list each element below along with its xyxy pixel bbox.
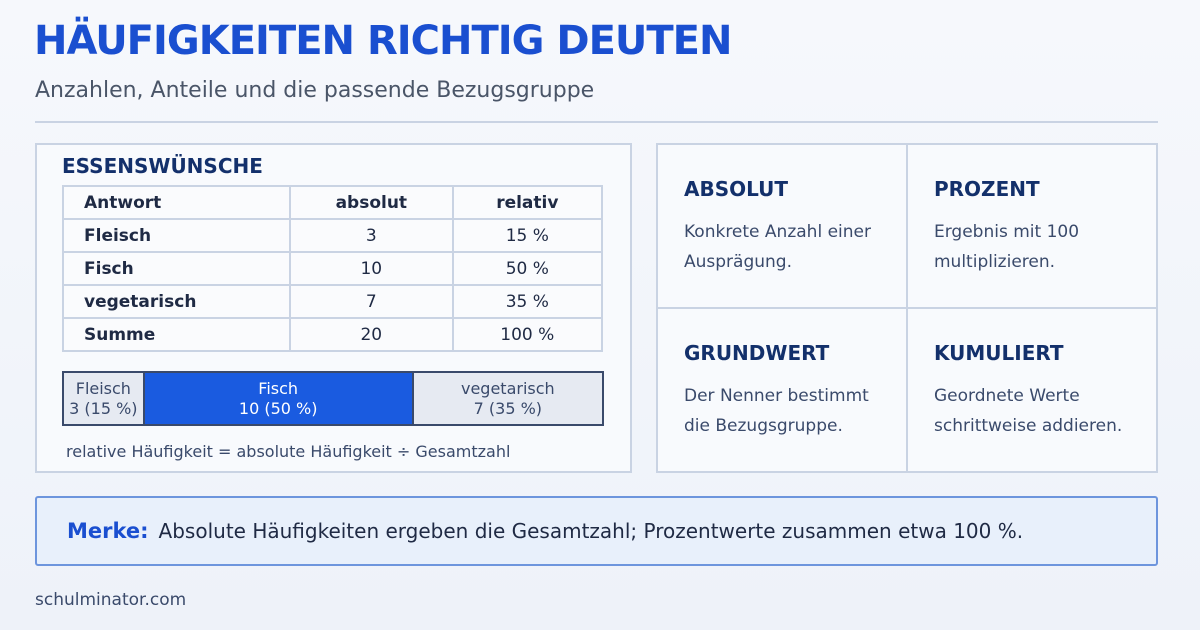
segment-label: vegetarisch — [460, 379, 555, 398]
table-cell: vegetarisch — [62, 284, 291, 319]
subtitle: Anzahlen, Anteile und die passende Bezug… — [35, 78, 595, 103]
table-cell: 20 — [289, 317, 454, 352]
table-cell: 3 — [289, 218, 454, 253]
header-row: Antwort absolut relativ — [62, 185, 604, 220]
share-bar: Fleisch 3 (15 %) Fisch 10 (50 %) vegetarisch… — [62, 371, 604, 426]
table-cell: Fisch — [62, 251, 291, 286]
table-cell: 7 — [289, 284, 454, 319]
table-cell: 50 % — [451, 251, 604, 286]
note-text: Absolute Häufigkeiten ergeben die Gesamt… — [158, 519, 1024, 543]
note: Merke: Absolute Häufigkeiten ergeben die … — [35, 496, 1158, 566]
card: GRUNDWERT Der Nenner bestimmt die Bezugsg… — [657, 308, 907, 472]
card-title: GRUNDWERT — [684, 341, 830, 365]
segment-value: 3 (15 %) — [69, 399, 138, 418]
card: ABSOLUT Konkrete Anzahl einer Ausprägung. — [657, 144, 907, 308]
formula: relative Häufigkeit = absolute Häufigkei… — [66, 442, 511, 461]
card-text: Geordnete Werte schrittweise addieren. — [934, 386, 1123, 436]
card-title: KUMULIERT — [934, 341, 1064, 365]
card-text: Konkrete Anzahl einer Ausprägung. — [684, 222, 871, 272]
table-row: Fisch 10 50 % — [62, 251, 604, 286]
table-cell: 15 % — [451, 218, 604, 253]
card-title: ABSOLUT — [684, 177, 789, 201]
table-cell: Fleisch — [62, 218, 291, 253]
segment-label: Fisch — [258, 379, 299, 398]
card: PROZENT Ergebnis mit 100 multiplizieren. — [907, 144, 1157, 308]
segment-value: 10 (50 %) — [238, 399, 318, 418]
table: Antwort absolut relativ Fleisch 3 15 % Fisch 10… — [62, 185, 604, 352]
note-label: Merke: — [67, 519, 149, 543]
bar-segment: Fleisch 3 (15 %) — [64, 373, 145, 424]
table-title: ESSENSWÜNSCHE — [62, 154, 263, 178]
card: KUMULIERT Geordnete Werte schrittweise ad… — [907, 308, 1157, 472]
segment-value: 7 (35 %) — [473, 399, 543, 418]
table-cell: 100 % — [451, 317, 604, 352]
column-header: Antwort — [62, 185, 291, 220]
segment-label: Fleisch — [75, 379, 131, 398]
table-row: Fleisch 3 15 % — [62, 218, 604, 253]
bar-segment: vegetarisch 7 (35 %) — [413, 373, 602, 424]
card-title: PROZENT — [934, 177, 1040, 201]
table-row: Summe 20 100 % — [62, 317, 604, 352]
title: HÄUFIGKEITEN RICHTIG DEUTEN — [34, 18, 732, 64]
table-row: vegetarisch 7 35 % — [62, 284, 604, 319]
table-cell: 35 % — [451, 284, 604, 319]
column-header: absolut — [289, 185, 454, 220]
bar-segment: Fisch 10 (50 %) — [144, 373, 414, 424]
divider — [35, 121, 1158, 123]
column-header: relativ — [451, 185, 604, 220]
footer: schulminator.com — [35, 590, 187, 610]
card-text: Ergebnis mit 100 multiplizieren. — [934, 222, 1080, 272]
table-cell: 10 — [289, 251, 454, 286]
table-cell: Summe — [62, 317, 291, 352]
card-text: Der Nenner bestimmt die Bezugsgruppe. — [684, 386, 869, 436]
